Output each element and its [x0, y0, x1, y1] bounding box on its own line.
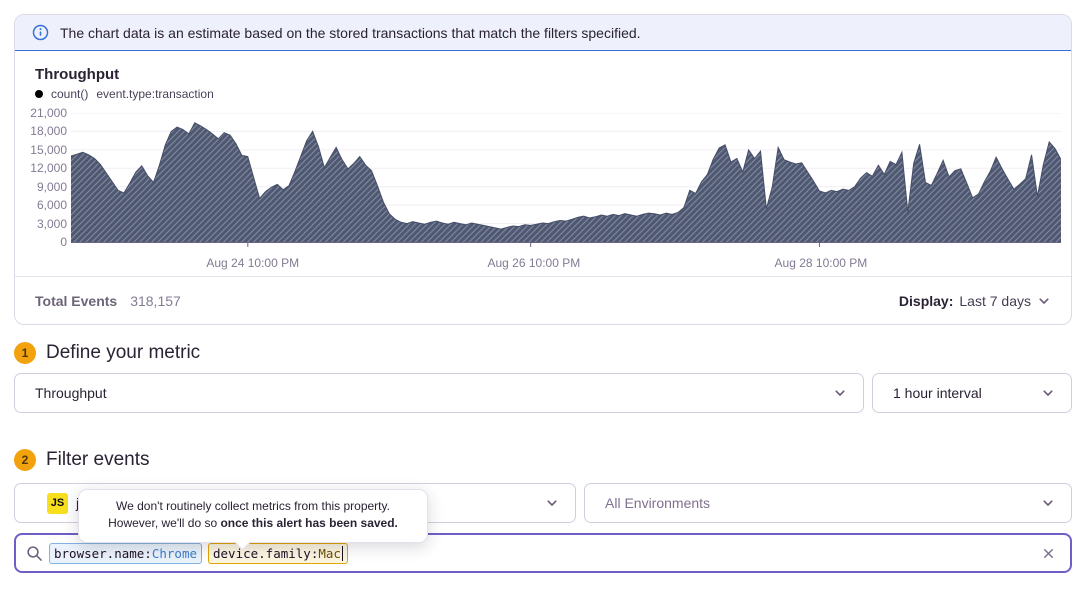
y-tick-label: 15,000 — [30, 143, 67, 157]
chevron-down-icon — [545, 496, 559, 510]
chevron-down-icon — [1041, 386, 1055, 400]
close-icon[interactable] — [1041, 546, 1056, 561]
y-tick-label: 6,000 — [37, 198, 67, 212]
chart-footer: Total Events 318,157 Display: Last 7 day… — [15, 276, 1071, 324]
x-axis-labels: Aug 24 10:00 PM Aug 26 10:00 PM Aug 28 10:… — [77, 248, 1061, 276]
filter-stack: JS j All Environments We don't routinely… — [14, 483, 1072, 573]
legend-query-label: event.type:transaction — [96, 87, 213, 101]
y-tick-label: 3,000 — [37, 217, 67, 231]
filter-token-device-family[interactable]: device.family:Mac — [208, 543, 348, 564]
section-2-title: Filter events — [46, 449, 149, 471]
interval-select[interactable]: 1 hour interval — [872, 373, 1072, 413]
y-tick-label: 12,000 — [30, 161, 67, 175]
metrics-property-tooltip: We don't routinely collect metrics from … — [78, 489, 428, 543]
x-tick-label: Aug 28 10:00 PM — [775, 256, 868, 270]
javascript-platform-icon: JS — [47, 493, 68, 514]
display-range-selector[interactable]: Display: Last 7 days — [899, 293, 1051, 309]
section-1-title: Define your metric — [46, 342, 200, 364]
metric-select-value: Throughput — [35, 385, 833, 401]
estimate-info-banner: The chart data is an estimate based on t… — [15, 15, 1071, 51]
step-1-badge: 1 — [14, 342, 36, 364]
tooltip-line-2: However, we'll do so once this alert has… — [91, 515, 415, 532]
section-filter-events: 2 Filter events — [14, 449, 1072, 471]
chevron-down-icon — [833, 386, 847, 400]
y-tick-label: 18,000 — [30, 124, 67, 138]
throughput-area-chart — [71, 113, 1061, 248]
info-icon — [32, 24, 49, 41]
y-axis-labels: 03,0006,0009,00012,00015,00018,00021,000 — [27, 113, 71, 242]
y-tick-label: 0 — [60, 235, 67, 249]
environment-select-value: All Environments — [605, 495, 1041, 511]
text-cursor — [342, 546, 344, 561]
total-events-value: 318,157 — [130, 293, 181, 309]
chart-legend: count() event.type:transaction — [27, 87, 1061, 101]
chart-panel: The chart data is an estimate based on t… — [14, 14, 1072, 325]
metric-select[interactable]: Throughput — [14, 373, 864, 413]
area-chart-svg — [71, 113, 1061, 248]
alert-builder-page: The chart data is an estimate based on t… — [0, 0, 1086, 587]
chart-plot-area: 03,0006,0009,00012,00015,00018,00021,000 — [27, 113, 1061, 248]
environment-select[interactable]: All Environments — [584, 483, 1072, 523]
tooltip-line-1: We don't routinely collect metrics from … — [91, 498, 415, 515]
metric-row: Throughput 1 hour interval — [14, 373, 1072, 413]
chevron-down-icon — [1041, 496, 1055, 510]
banner-text: The chart data is an estimate based on t… — [60, 25, 641, 41]
total-events-label: Total Events — [35, 293, 117, 309]
x-tick-label: Aug 26 10:00 PM — [487, 256, 580, 270]
filter-token-browser-name[interactable]: browser.name:Chrome — [49, 543, 202, 564]
interval-select-value: 1 hour interval — [893, 385, 1041, 401]
step-2-badge: 2 — [14, 449, 36, 471]
chart-body: Throughput count() event.type:transactio… — [15, 51, 1071, 276]
chart-title: Throughput — [27, 66, 1061, 83]
section-define-metric: 1 Define your metric — [14, 342, 1072, 364]
y-tick-label: 9,000 — [37, 180, 67, 194]
display-value: Last 7 days — [959, 293, 1031, 309]
x-tick-label: Aug 24 10:00 PM — [206, 256, 299, 270]
display-label: Display: — [899, 293, 953, 309]
legend-series-label: count() — [51, 87, 88, 101]
chevron-down-icon — [1037, 294, 1051, 308]
search-icon — [26, 545, 43, 562]
total-events: Total Events 318,157 — [35, 293, 181, 309]
y-tick-label: 21,000 — [30, 106, 67, 120]
series-dot-icon — [35, 90, 43, 98]
